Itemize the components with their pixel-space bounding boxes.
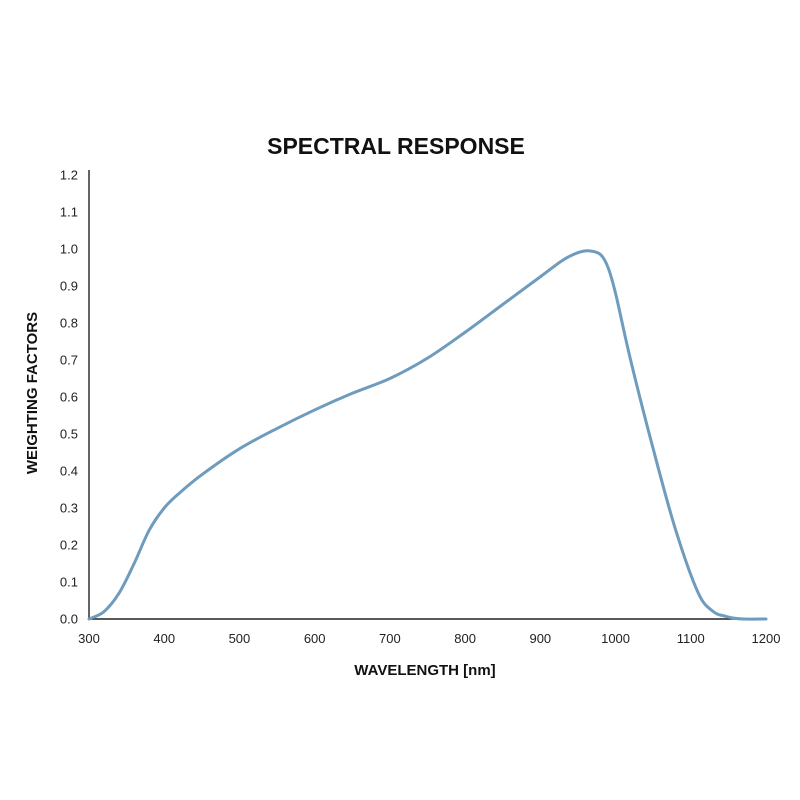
y-tick-label: 0.3 (60, 501, 78, 516)
y-tick-label: 0.1 (60, 575, 78, 590)
x-axis-label: WAVELENGTH [nm] (354, 662, 495, 679)
y-tick-label: 1.1 (60, 205, 78, 220)
x-tick-label: 1200 (752, 631, 781, 646)
y-tick-label: 0.2 (60, 538, 78, 553)
y-tick-labels: 0.0 0.1 0.2 0.3 0.4 0.5 0.6 0.7 0.8 0.9 1.0 1.1 1.2 (60, 168, 78, 627)
x-tick-label: 400 (153, 631, 175, 646)
y-tick-label: 0.7 (60, 353, 78, 368)
y-tick-label: 0.9 (60, 279, 78, 294)
x-tick-label: 300 (78, 631, 100, 646)
y-tick-label: 1.2 (60, 168, 78, 183)
y-tick-label: 0.8 (60, 316, 78, 331)
x-tick-label: 1100 (677, 631, 705, 646)
x-tick-label: 900 (529, 631, 551, 646)
x-tick-labels: 300 400 500 600 700 800 900 1000 1100 1200 (78, 631, 780, 646)
x-tick-label: 600 (304, 631, 326, 646)
x-tick-label: 1000 (601, 631, 630, 646)
y-tick-label: 0.0 (60, 612, 78, 627)
y-tick-label: 0.5 (60, 427, 78, 442)
x-tick-label: 700 (379, 631, 401, 646)
series-line-spectral-response (87, 249, 768, 621)
y-tick-label: 0.6 (60, 390, 78, 405)
y-tick-label: 0.4 (60, 464, 78, 479)
y-axis-label: WEIGHTING FACTORS (24, 312, 41, 474)
y-tick-label: 1.0 (60, 242, 78, 257)
chart-title: SPECTRAL RESPONSE (267, 133, 525, 159)
x-tick-label: 800 (454, 631, 476, 646)
x-tick-label: 500 (229, 631, 251, 646)
